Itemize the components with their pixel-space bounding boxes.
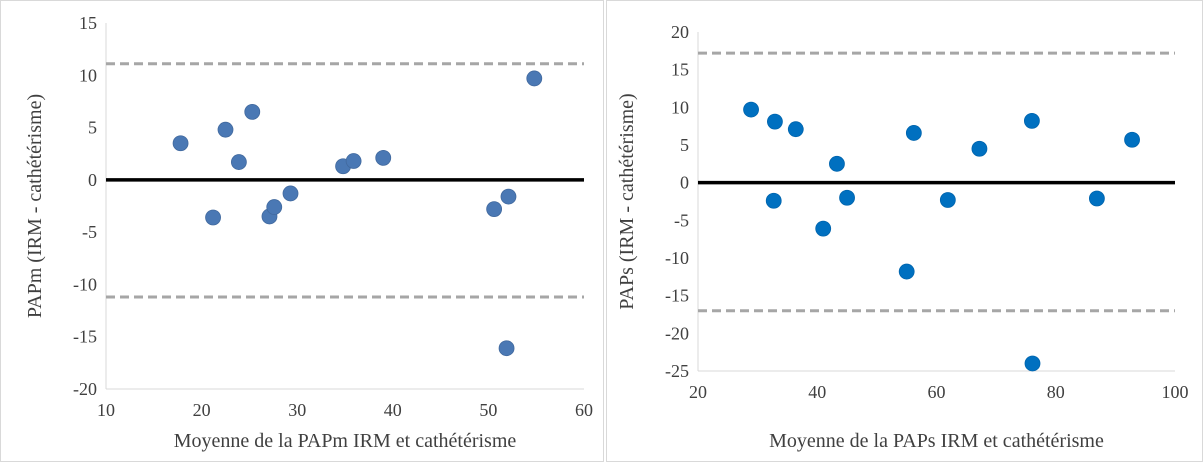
- papm-x-tick-label: 30: [288, 400, 306, 420]
- paps-data-point: [743, 101, 759, 118]
- papm-data-point: [230, 154, 247, 170]
- paps-bland-altman-chart: -25 -20 -15 -10 -5 0 5 10 15 20 20 40 60 80 100 Moyenne…: [616, 22, 1189, 452]
- paps-y-tick-label: -5: [674, 210, 689, 230]
- paps-y-tick-label: 15: [671, 60, 689, 80]
- paps-data-point: [815, 220, 832, 237]
- papm-y-tick-label: -5: [82, 222, 97, 242]
- paps-data-point: [898, 263, 915, 280]
- papm-data-point: [244, 103, 261, 120]
- paps-y-tick-label: 0: [680, 173, 689, 193]
- papm-y-tick-label: -15: [73, 327, 97, 347]
- chart-panel-paps: -25 -20 -15 -10 -5 0 5 10 15 20 20 40 60 80 100 Moyenne…: [606, 0, 1203, 462]
- papm-x-tick-label: 50: [479, 400, 497, 420]
- paps-x-axis-title: Moyenne de la PAPs IRM et cathétérisme: [769, 430, 1104, 452]
- papm-y-tick-label: 0: [88, 170, 97, 190]
- paps-data-point: [1124, 131, 1140, 148]
- paps-y-tick-label: 5: [680, 135, 689, 155]
- papm-y-tick-label: 10: [79, 65, 97, 85]
- papm-y-tick-label: 15: [79, 13, 97, 33]
- chart-panel-papm: -20 -15 -10 -5 0 5 10 15 10 20 30 40 50 60 Moyenne de …: [0, 0, 604, 462]
- paps-y-tick-label: -25: [665, 361, 689, 381]
- paps-data-point: [765, 192, 782, 209]
- papm-data-point: [217, 121, 234, 138]
- papm-x-tick-label: 60: [575, 400, 593, 420]
- papm-data-point: [526, 70, 543, 87]
- papm-x-tick-label: 40: [384, 400, 402, 420]
- paps-data-point: [1023, 112, 1040, 129]
- paps-y-tick-label: 20: [671, 22, 689, 42]
- paps-y-axis-title: PAPs (IRM - cathétérisme): [616, 93, 638, 309]
- papm-y-tick-label: -20: [73, 379, 97, 399]
- papm-data-point: [345, 153, 362, 169]
- paps-data-point: [971, 140, 988, 157]
- paps-data-point: [905, 125, 922, 141]
- paps-x-tick-label: 60: [928, 382, 946, 402]
- papm-data-point: [205, 209, 221, 226]
- papm-y-axis-title: PAPm (IRM - cathétérisme): [24, 94, 46, 318]
- paps-y-tick-label: -10: [665, 248, 689, 268]
- paps-data-point: [839, 189, 855, 206]
- paps-y-tick-label: -20: [665, 323, 689, 343]
- papm-data-point: [500, 188, 517, 205]
- papm-data-point: [498, 340, 515, 357]
- papm-y-tick-label: 5: [88, 118, 97, 138]
- papm-x-tick-label: 20: [193, 400, 211, 420]
- paps-x-tick-label: 40: [808, 382, 826, 402]
- paps-y-tick-label: -15: [665, 286, 689, 306]
- papm-x-tick-label: 10: [97, 400, 115, 420]
- paps-data-point: [767, 113, 783, 130]
- paps-y-tick-label: 10: [671, 97, 689, 117]
- paps-data-point: [787, 121, 804, 138]
- papm-data-point: [266, 199, 283, 215]
- paps-x-tick-label: 20: [689, 382, 707, 402]
- papm-data-point: [282, 185, 299, 202]
- papm-data-point: [375, 149, 392, 166]
- paps-data-point: [1024, 355, 1041, 372]
- papm-bland-altman-chart: -20 -15 -10 -5 0 5 10 15 10 20 30 40 50 60 Moyenne de …: [24, 13, 593, 452]
- paps-data-point: [1088, 190, 1105, 207]
- paps-x-tick-label: 80: [1047, 382, 1065, 402]
- paps-data-point: [829, 155, 845, 172]
- paps-x-tick-label: 100: [1162, 382, 1189, 402]
- papm-data-point: [486, 201, 503, 218]
- papm-x-axis-title: Moyenne de la PAPm IRM et cathétérisme: [174, 430, 517, 452]
- paps-data-point: [939, 192, 956, 208]
- papm-y-tick-label: -10: [73, 274, 97, 294]
- papm-data-point: [172, 135, 189, 152]
